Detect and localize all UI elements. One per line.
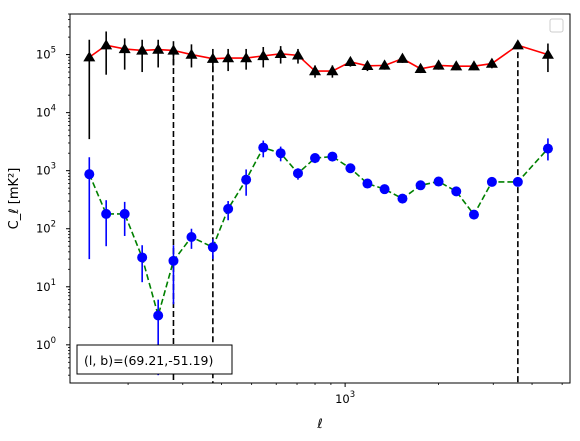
triangle-marker [541,48,554,59]
triangle-marker [185,48,198,59]
triangle-marker [396,52,409,63]
circle-marker [186,232,197,243]
circle-marker [241,174,252,185]
circle-marker [153,310,164,321]
circle-marker [327,151,338,162]
y-tick-label: 102 [36,220,56,236]
plot-frame [69,13,571,384]
y-tick-label: 104 [36,104,56,120]
circle-marker [468,209,479,220]
circle-marker [433,176,444,187]
triangle-marker [136,44,149,55]
triangle-marker [326,65,339,76]
legend-box [549,18,564,33]
triangle-marker [309,65,322,76]
triangle-marker [467,60,480,71]
triangle-marker [378,59,391,70]
circle-marker [345,163,356,174]
circle-marker [119,208,130,219]
circle-marker [207,242,218,253]
circle-marker [362,178,373,189]
circle-marker [101,208,112,219]
triangle-marker [485,57,498,68]
triangle-marker [100,39,113,50]
circle-marker [292,168,303,179]
y-tick-label: 100 [36,336,56,352]
triangle-marker [167,44,180,55]
circle-marker [415,180,426,191]
triangle-marker [206,52,219,63]
circle-marker [310,153,321,164]
x-tick-label: 103 [335,390,355,406]
triangle-marker [222,52,235,63]
circle-marker [223,203,234,214]
circle-marker [486,176,497,187]
triangle-marker [257,49,270,61]
series-layer [83,31,554,376]
triangle-marker [361,59,374,71]
triangle-marker [83,51,96,62]
triangle-marker [414,62,427,73]
vertical-lines-layer [172,49,519,383]
triangle-marker [344,55,357,67]
circle-marker [168,255,179,266]
triangle-marker [450,60,463,71]
circle-marker [451,186,462,197]
y-tick-label: 105 [36,46,56,62]
y-tick-label: 101 [36,278,56,294]
triangle-marker [118,42,131,54]
ticks-layer: 100 101 102 103 104 105 103 [36,13,563,406]
triangle-marker [240,52,253,63]
circle-marker [512,176,523,187]
circle-marker [275,148,286,159]
triangle-marker [274,47,287,59]
triangle-marker [291,49,304,60]
circle-marker [542,143,553,154]
circle-marker [258,142,269,153]
y-axis-label: C_ℓ [mK²] [7,168,22,230]
annotation-text: (l, b)=(69.21,-51.19) [84,353,213,368]
triangle-marker [152,43,165,54]
annotation-box: (l, b)=(69.21,-51.19) [76,344,233,375]
circle-marker [137,252,148,263]
triangle-marker [432,59,445,70]
circle-marker [84,169,95,180]
x-axis-label: ℓ [316,417,322,432]
circle-marker [379,184,390,195]
circle-marker [397,193,408,204]
triangle-marker [511,39,524,50]
y-tick-label: 103 [36,162,56,178]
